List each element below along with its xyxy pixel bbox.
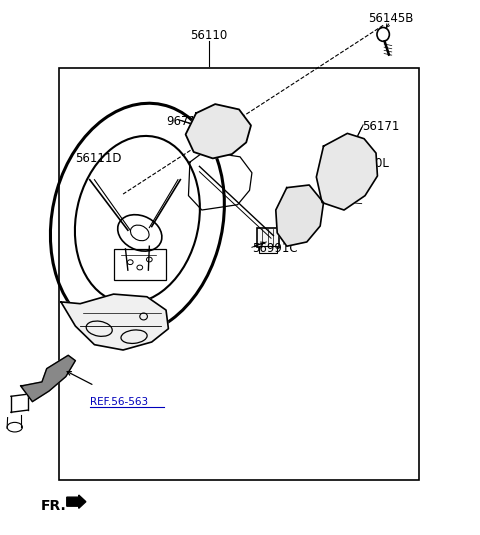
Bar [257, 227, 279, 247]
Polygon shape [186, 104, 251, 158]
Text: 56991C: 56991C [252, 242, 298, 255]
Polygon shape [61, 294, 168, 350]
Bar [259, 246, 277, 253]
Text: 56171: 56171 [362, 120, 399, 133]
Text: 96710R: 96710R [166, 114, 212, 128]
FancyArrow shape [67, 495, 86, 508]
Text: 56110: 56110 [191, 29, 228, 42]
Bar [59, 68, 419, 480]
Text: FR.: FR. [40, 499, 66, 513]
Polygon shape [21, 355, 75, 402]
Text: 56145B: 56145B [368, 12, 413, 25]
Polygon shape [276, 185, 324, 246]
Text: 56111D: 56111D [75, 152, 122, 165]
Polygon shape [316, 133, 377, 210]
Text: REF.56-563: REF.56-563 [90, 396, 148, 407]
Text: 96710L: 96710L [345, 157, 389, 170]
